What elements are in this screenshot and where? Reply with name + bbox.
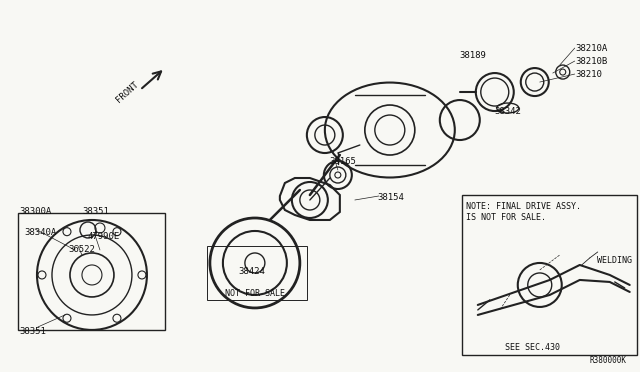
Text: 38342: 38342	[495, 107, 522, 116]
Text: R380000K: R380000K	[589, 356, 627, 365]
Text: 38154: 38154	[378, 193, 404, 202]
Bar	[18, 213, 165, 330]
Text: 38210B: 38210B	[576, 57, 608, 66]
Text: 38189: 38189	[460, 51, 486, 60]
Text: WELDING: WELDING	[596, 256, 632, 265]
Text: SEE SEC.430: SEE SEC.430	[505, 343, 560, 352]
Text: 36522: 36522	[68, 245, 95, 254]
Text: 38424: 38424	[239, 267, 266, 276]
Text: NOT FOR SALE: NOT FOR SALE	[225, 289, 285, 298]
Text: 38165: 38165	[330, 157, 356, 166]
Text: 38351: 38351	[82, 207, 109, 216]
Text: NOTE: FINAL DRIVE ASSY.: NOTE: FINAL DRIVE ASSY.	[466, 202, 580, 211]
Text: 47990E: 47990E	[88, 232, 120, 241]
Text: 38210A: 38210A	[576, 44, 608, 53]
Text: 38300A: 38300A	[19, 207, 51, 216]
Text: FRONT: FRONT	[114, 80, 140, 105]
Text: 38351: 38351	[19, 327, 46, 336]
Text: 38210: 38210	[576, 70, 603, 79]
Bar	[462, 195, 637, 355]
Text: IS NOT FOR SALE.: IS NOT FOR SALE.	[466, 213, 546, 222]
Text: 38340A: 38340A	[24, 228, 56, 237]
Bar	[207, 246, 307, 300]
